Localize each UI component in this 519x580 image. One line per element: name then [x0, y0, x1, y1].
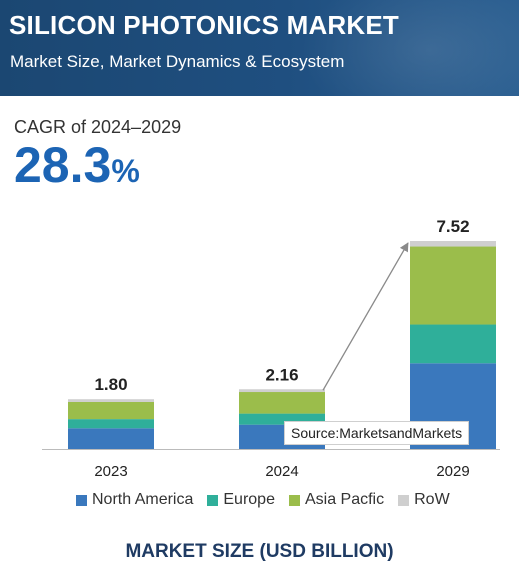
- bar-2023-row: [68, 399, 154, 402]
- bar-2024-row: [239, 389, 325, 393]
- legend-label: North America: [92, 491, 194, 508]
- cagr-number: 28.3: [14, 137, 112, 193]
- bar-2029-europe: [410, 324, 496, 364]
- growth-arrow: [322, 242, 409, 391]
- legend-label: Asia Pacfic: [304, 491, 385, 508]
- stacked-bar-chart: 1.80 2023 2.16 2024 7.52 2029: [42, 217, 500, 480]
- legend-swatch: [207, 494, 219, 506]
- bar-2023-asia-pacfic: [68, 401, 154, 420]
- x-tick-label-2023: 2023: [94, 463, 127, 480]
- legend-item-north-america: North America: [76, 491, 193, 509]
- cagr-label: CAGR of 2024–2029: [14, 117, 182, 137]
- bar-2029-asia-pacfic: [410, 246, 496, 325]
- x-tick-label-2029: 2029: [436, 463, 469, 480]
- legend-item-europe: Europe: [207, 491, 275, 509]
- bar-2024-europe: [239, 413, 325, 425]
- legend-label: Europe: [223, 491, 275, 508]
- cagr-percent: %: [111, 153, 140, 189]
- chart-legend: North America Europe Asia Pacfic RoW: [76, 491, 464, 509]
- data-label-2023: 1.80: [94, 375, 127, 394]
- legend-label: RoW: [414, 491, 450, 508]
- data-label-2024: 2.16: [265, 365, 298, 384]
- data-label-2029: 7.52: [436, 217, 469, 236]
- bar-2024-asia-pacfic: [239, 392, 325, 414]
- source-note: Source:MarketsandMarkets: [284, 421, 470, 445]
- legend-swatch: [76, 494, 87, 506]
- bar-2029-row: [410, 241, 496, 247]
- bar-2023-north-america: [68, 428, 154, 449]
- cagr-value: 28.3%: [14, 140, 140, 190]
- legend-swatch: [288, 494, 300, 506]
- header-banner: SILICON PHOTONICS MARKET Market Size, Ma…: [0, 0, 519, 96]
- x-tick-label-2024: 2024: [265, 463, 298, 480]
- page-subtitle: Market Size, Market Dynamics & Ecosystem: [10, 52, 345, 71]
- legend-item-row: RoW: [398, 491, 450, 509]
- chart-footer-label: MARKET SIZE (USD BILLION): [125, 541, 394, 562]
- legend-item-asia-pacfic: Asia Pacfic: [288, 491, 385, 509]
- legend-swatch: [398, 494, 410, 506]
- bar-2023-europe: [68, 419, 154, 429]
